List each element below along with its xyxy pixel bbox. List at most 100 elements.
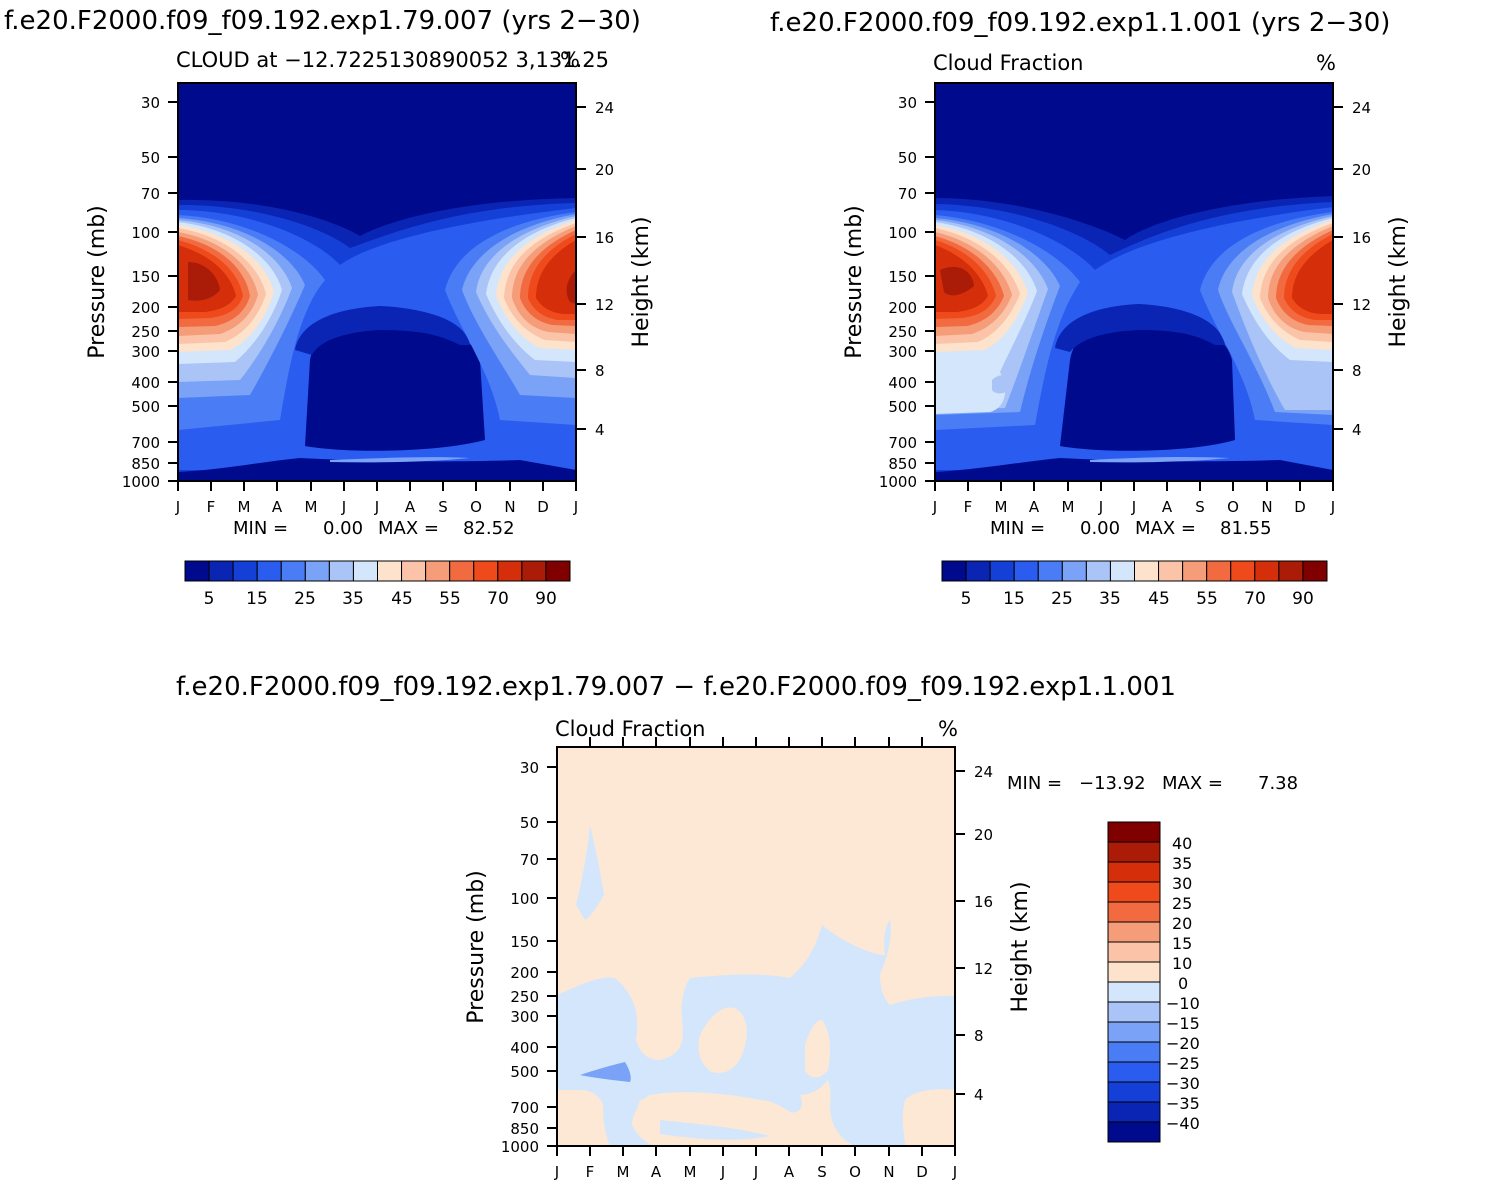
x-tick-label: O [470, 498, 482, 516]
colorbar-label: −15 [1166, 1014, 1200, 1033]
colorbar-swatch [1107, 861, 1161, 883]
y-tick-label: 250 [131, 323, 160, 341]
y-tick-label: 500 [888, 398, 917, 416]
units-label: % [1316, 51, 1336, 75]
colorbar-swatch [1109, 560, 1135, 582]
colorbar-swatch [1158, 560, 1184, 582]
colorbar-swatch [941, 560, 967, 582]
y-right-tick-label: 16 [595, 229, 614, 247]
colorbar-label: −10 [1166, 994, 1200, 1013]
axis-ticks [168, 101, 586, 491]
max-label: MAX = [378, 518, 439, 539]
colorbar-labels: 5 15 25 35 45 55 70 90 [204, 589, 557, 609]
x-tick-label: F [586, 1163, 595, 1181]
x-tick-label: D [537, 498, 549, 516]
x-tick-label: J [341, 498, 346, 516]
y-tick-label: 200 [888, 299, 917, 317]
y-tick-labels: 30 50 70 100 150 200 250 300 400 500 700… [879, 94, 917, 491]
colorbar-label: 5 [204, 589, 215, 609]
colorbar-swatch [497, 560, 523, 582]
y-tick-label: 850 [510, 1120, 539, 1138]
bottom-main-title: f.e20.F2000.f09_f09.192.exp1.79.007 − f.… [176, 672, 1176, 702]
y-tick-label: 200 [131, 299, 160, 317]
colorbar-label: 0 [1178, 974, 1188, 993]
y-right-tick-label: 16 [1352, 229, 1371, 247]
x-tick-label: J [1098, 498, 1103, 516]
colorbar-swatch [1107, 981, 1161, 1003]
colorbar-swatch [1278, 560, 1304, 582]
x-tick-label: M [305, 498, 318, 516]
y-right-tick-label: 4 [1352, 421, 1362, 439]
colorbar-swatch [1206, 560, 1232, 582]
y-tick-label: 150 [510, 933, 539, 951]
y-right-tick-label: 8 [1352, 362, 1362, 380]
colorbar-swatch [1037, 560, 1063, 582]
x-tick-label: F [207, 498, 216, 516]
y-axis-label: Pressure (mb) [464, 870, 489, 1024]
max-label: MAX = [1162, 773, 1223, 794]
y-tick-label: 70 [141, 185, 160, 203]
colorbar-swatch [1107, 841, 1161, 863]
colorbar-swatch [401, 560, 427, 582]
y-tick-label: 400 [510, 1039, 539, 1057]
contour-field [178, 83, 576, 481]
colorbar-swatch [1107, 961, 1161, 983]
colorbar-label: 15 [1172, 934, 1192, 953]
x-tick-labels: J F M A M J J A S O N D J [932, 498, 1335, 516]
y-tick-label: 300 [888, 343, 917, 361]
colorbar-swatch [1107, 1061, 1161, 1083]
colorbar [1107, 821, 1161, 1143]
x-tick-label: N [504, 498, 515, 516]
colorbar [941, 560, 1328, 582]
min-value: 0.00 [1080, 518, 1120, 539]
y-tick-label: 400 [131, 374, 160, 392]
y-tick-label: 400 [888, 374, 917, 392]
colorbar [184, 560, 571, 582]
colorbar-swatch [965, 560, 991, 582]
colorbar-label: −30 [1166, 1074, 1200, 1093]
y-tick-label: 300 [131, 343, 160, 361]
min-label: MIN = [990, 518, 1045, 539]
colorbar-label: 35 [342, 589, 364, 609]
y-right-axis-label: Height (km) [1008, 881, 1033, 1012]
y-tick-label: 300 [510, 1008, 539, 1026]
y-tick-label: 700 [888, 434, 917, 452]
colorbar-swatch [1107, 1001, 1161, 1023]
x-tick-label: S [438, 498, 448, 516]
colorbar-swatch [1107, 1041, 1161, 1063]
y-right-tick-label: 4 [974, 1086, 984, 1104]
top-right-main-title: f.e20.F2000.f09_f09.192.exp1.1.001 (yrs … [770, 8, 1390, 38]
colorbar-label: 70 [1244, 589, 1266, 609]
max-value: 81.55 [1220, 518, 1272, 539]
colorbar-label: 45 [391, 589, 413, 609]
colorbar-swatch [545, 560, 571, 582]
x-tick-label: J [175, 498, 180, 516]
x-tick-labels: J F M A M J J A S O N D J [554, 1163, 957, 1181]
colorbar-swatch [256, 560, 282, 582]
top-left-main-title: f.e20.F2000.f09_f09.192.exp1.79.007 (yrs… [4, 6, 641, 36]
x-tick-label: J [932, 498, 937, 516]
y-right-tick-label: 20 [974, 826, 993, 844]
max-label: MAX = [1135, 518, 1196, 539]
colorbar-swatch [473, 560, 499, 582]
y-tick-label: 1000 [879, 473, 917, 491]
panel-top-right: Cloud Fraction % [842, 51, 1411, 609]
y-tick-labels: 30 50 70 100 150 200 250 300 400 500 700… [501, 759, 539, 1156]
y-right-tick-label: 8 [974, 1027, 984, 1045]
colorbar-swatch [449, 560, 475, 582]
x-tick-label: A [1162, 498, 1173, 516]
colorbar-swatch [184, 560, 210, 582]
y-axis-label: Pressure (mb) [842, 205, 867, 359]
colorbar-label: 35 [1099, 589, 1121, 609]
colorbar-label: 45 [1148, 589, 1170, 609]
x-tick-label: J [374, 498, 379, 516]
colorbar-label: 35 [1172, 854, 1192, 873]
x-tick-label: S [817, 1163, 827, 1181]
y-tick-label: 30 [141, 94, 160, 112]
colorbar-swatch [1085, 560, 1111, 582]
x-tick-label: J [1330, 498, 1335, 516]
colorbar-swatch [1107, 1081, 1161, 1103]
max-value: 82.52 [463, 518, 515, 539]
y-right-tick-label: 16 [974, 893, 993, 911]
